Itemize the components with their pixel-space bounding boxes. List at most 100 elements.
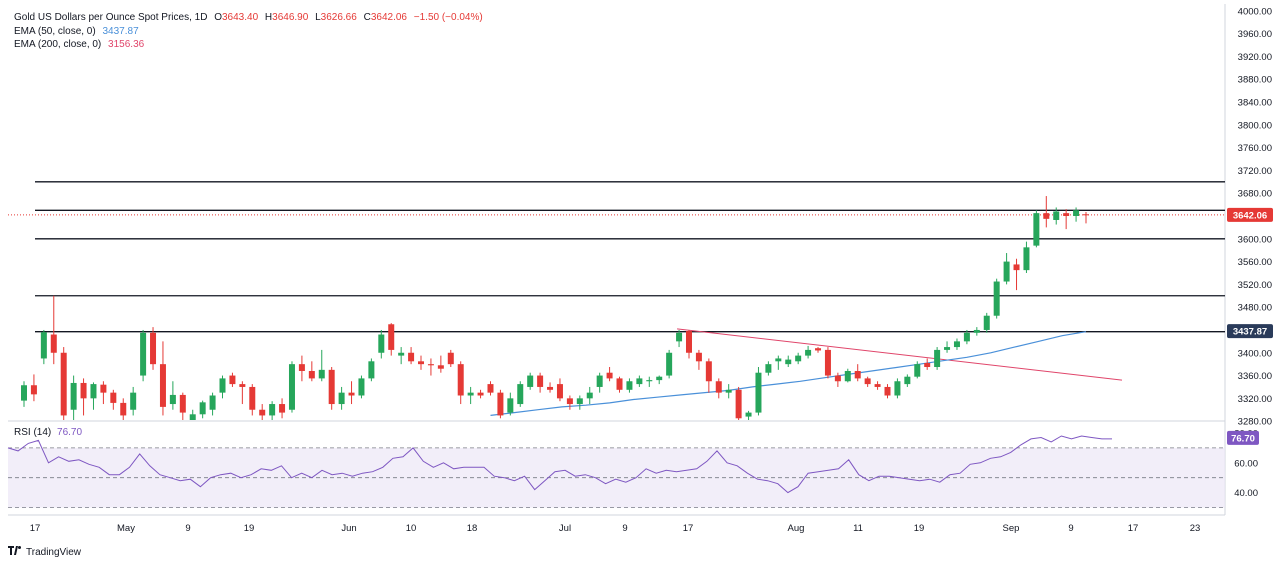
candle[interactable] [1023,241,1030,273]
candle[interactable] [547,382,554,393]
candle[interactable] [209,392,216,416]
candle[interactable] [368,358,375,382]
ema50-line[interactable] [490,331,1087,416]
candle[interactable] [467,386,474,405]
candle[interactable] [884,384,891,399]
candle[interactable] [1043,196,1050,228]
candle[interactable] [1003,253,1010,285]
candle[interactable] [279,398,286,419]
candle[interactable] [785,355,792,368]
candle[interactable] [844,368,851,383]
candle[interactable] [1063,209,1070,230]
candle[interactable] [40,329,47,365]
candle[interactable] [934,347,941,370]
candle[interactable] [795,352,802,365]
candle[interactable] [685,329,692,359]
candle[interactable] [566,395,573,410]
candle[interactable] [378,329,385,359]
candle[interactable] [626,378,633,393]
candle[interactable] [100,381,107,405]
candle[interactable] [576,395,583,410]
candle[interactable] [735,386,742,420]
candle[interactable] [854,364,861,382]
candle[interactable] [487,381,494,396]
candle[interactable] [556,378,563,402]
candle[interactable] [596,372,603,393]
candle[interactable] [745,410,752,420]
candle[interactable] [715,378,722,399]
candle[interactable] [130,386,137,416]
candle[interactable] [1013,258,1020,291]
candle[interactable] [815,347,822,353]
candle[interactable] [953,338,960,350]
candle[interactable] [418,355,425,370]
candle[interactable] [477,389,484,399]
candle[interactable] [805,345,812,359]
candle[interactable] [358,375,365,399]
candle[interactable] [993,278,1000,319]
candle[interactable] [447,349,454,368]
candle[interactable] [894,378,901,399]
candle[interactable] [676,329,683,348]
candle[interactable] [636,375,643,387]
ema200-trendline[interactable] [677,328,1123,381]
candle[interactable] [695,349,702,370]
candle[interactable] [864,376,871,387]
candle[interactable] [159,341,166,416]
candle[interactable] [338,386,345,410]
candle[interactable] [705,358,712,393]
tradingview-brand[interactable]: TradingView [8,546,81,558]
candle[interactable] [824,347,831,379]
candle[interactable] [388,323,395,356]
candle[interactable] [288,361,295,413]
candle[interactable] [189,409,196,420]
candle[interactable] [527,372,534,390]
candle[interactable] [666,349,673,379]
legend-ema200-row[interactable]: EMA (200, close, 0) 3156.36 [14,38,483,52]
candle[interactable] [269,401,276,420]
candle[interactable] [1033,210,1040,248]
candle[interactable] [80,378,87,416]
candle[interactable] [1083,212,1089,224]
candle[interactable] [834,372,841,387]
candle[interactable] [606,367,613,382]
candle[interactable] [963,329,970,345]
candle[interactable] [586,386,593,405]
candle[interactable] [30,374,37,402]
candle[interactable] [437,355,444,373]
candle[interactable] [904,374,911,387]
rsi-legend[interactable]: RSI (14) 76.70 [14,427,82,438]
candle[interactable] [616,376,623,393]
candle[interactable] [179,392,186,420]
candle[interactable] [110,389,117,410]
candle[interactable] [874,381,881,390]
candle[interactable] [1053,207,1060,225]
candle[interactable] [328,367,335,410]
candle[interactable] [259,404,266,420]
candle[interactable] [646,376,653,387]
candle[interactable] [507,392,514,416]
candle[interactable] [348,381,355,405]
candle[interactable] [298,355,305,382]
candle[interactable] [239,381,246,405]
candle[interactable] [398,347,405,365]
candle[interactable] [775,355,782,370]
rsi-line[interactable] [7,435,1112,494]
candle[interactable] [21,381,27,407]
candle[interactable] [199,400,206,419]
candle[interactable] [229,372,236,387]
candle[interactable] [656,375,663,385]
candle[interactable] [924,358,931,370]
candle[interactable] [70,375,77,420]
candle[interactable] [1073,207,1080,222]
candle[interactable] [517,381,524,407]
candle[interactable] [308,361,315,382]
candle[interactable] [944,341,951,353]
candle[interactable] [457,361,464,405]
legend-ema50-row[interactable]: EMA (50, close, 0) 3437.87 [14,25,483,39]
candle[interactable] [983,312,990,333]
symbol-title[interactable]: Gold US Dollars per Ounce Spot Prices, 1… [14,12,208,23]
candle[interactable] [140,329,147,382]
candle[interactable] [60,347,67,420]
candle[interactable] [755,367,762,416]
